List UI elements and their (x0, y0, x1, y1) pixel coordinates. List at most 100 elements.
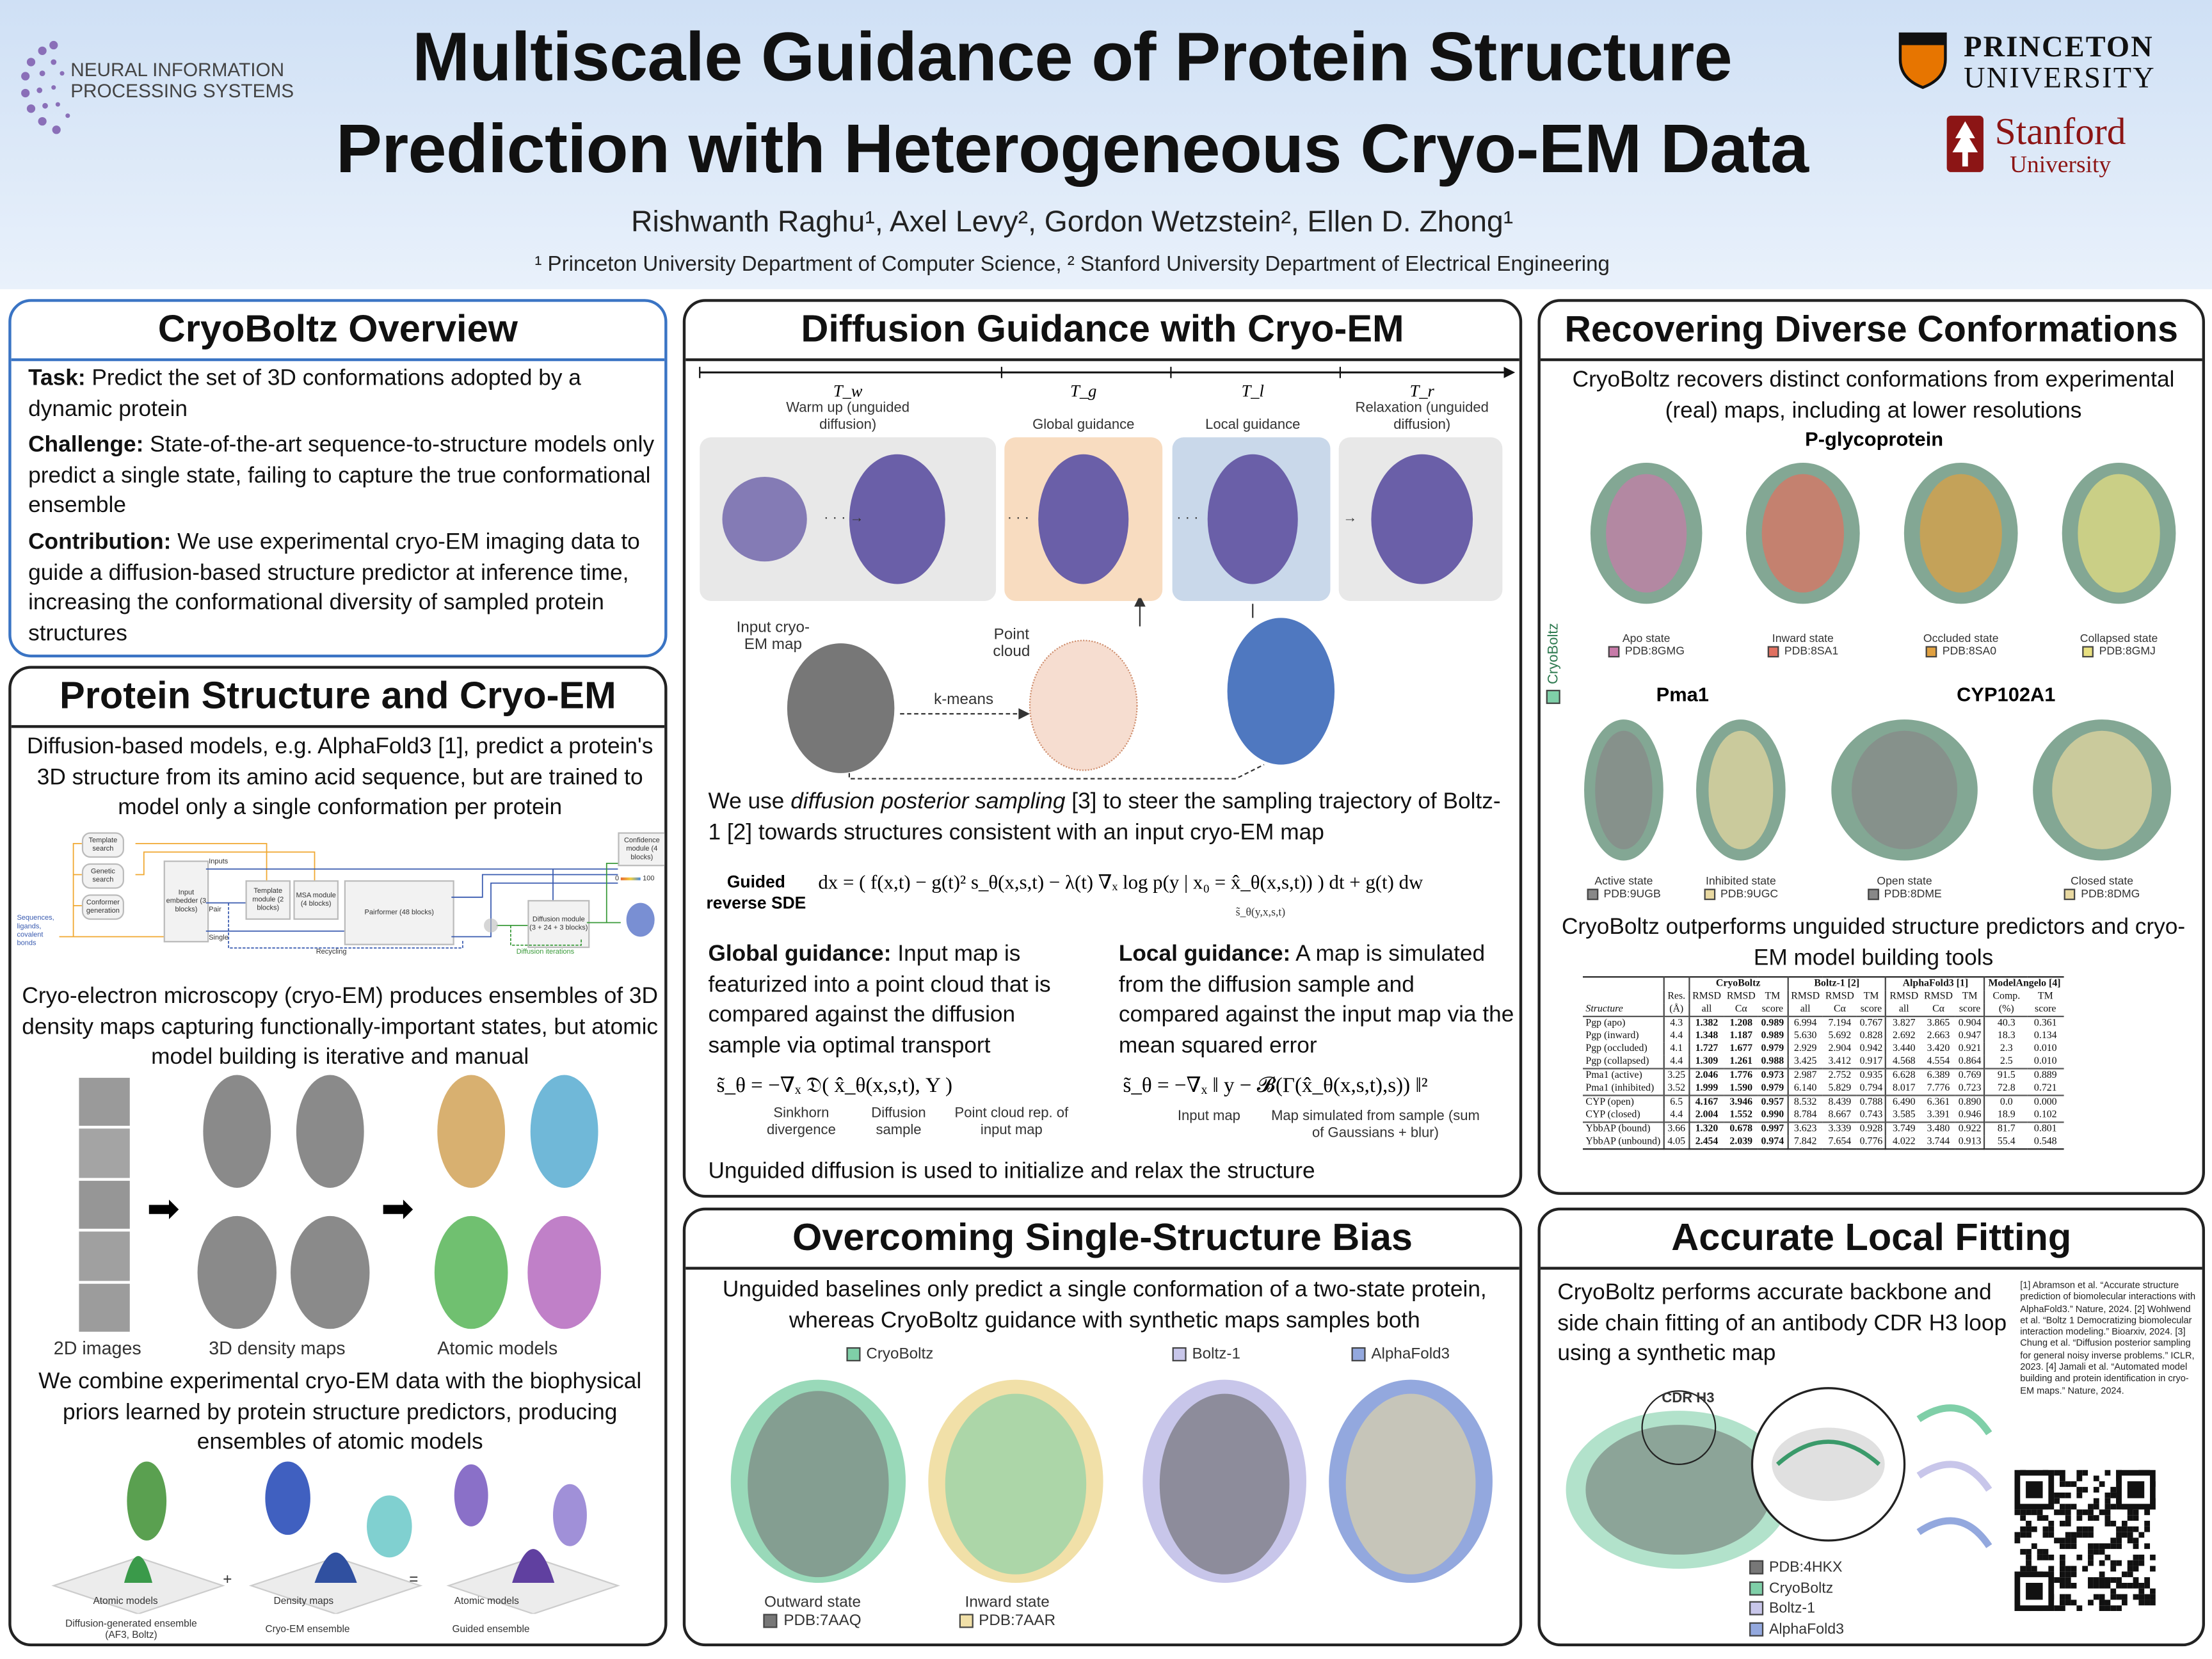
stage-local: T_l Local guidance (1174, 381, 1332, 435)
stage-relaxation: T_r Relaxation (unguided diffusion) (1337, 381, 1506, 435)
table-cell: 4.554 (1927, 1055, 1950, 1067)
column-header: (Å) (1663, 1003, 1690, 1017)
table-cell: 3.52 (1663, 1082, 1690, 1096)
table-cell: 7.842 (1787, 1135, 1823, 1150)
msa-module-box: MSA module (4 blocks) (293, 880, 339, 920)
diffusion-trajectory-structures: · · · → · · · · · · → (722, 454, 1473, 584)
pdb-id: PDB:8DME (1884, 887, 1942, 901)
density-maps-image (197, 1075, 370, 1329)
local-label: Local guidance: (1118, 942, 1291, 966)
atomic-models-image (434, 1075, 601, 1329)
ensemble-combination-figure (51, 1461, 620, 1614)
surface-label-atomic: Atomic models (93, 1597, 158, 1607)
table-cell: 0.979 (1758, 1082, 1788, 1096)
table-corner (1583, 976, 1665, 991)
stage-warmup: T_w Warm up (unguided diffusion) (728, 381, 968, 435)
table-cell: 0.828 (1857, 1029, 1887, 1043)
protein-structure-image (1903, 462, 2018, 604)
legend-item: AlphaFold3 (1749, 1619, 1844, 1639)
global-guidance-text: Global guidance: Input map is featurized… (708, 940, 1092, 1061)
table-cell: 4.05 (1663, 1135, 1690, 1150)
diffusion-footer: Unguided diffusion is used to initialize… (708, 1159, 1315, 1184)
table-cell: 8.439 (1822, 1094, 1857, 1109)
protein-para1: Diffusion-based models, e.g. AlphaFold3 … (26, 735, 653, 820)
neurips-line1: NEURAL INFORMATION (70, 59, 285, 81)
af3-inputs-label: Sequences, ligands, covalent bonds (17, 914, 54, 949)
state2-label: Inward state PDB:7AAR (922, 1594, 1091, 1631)
pdb-id: PDB:9UGB (1603, 887, 1661, 901)
table-cell: 0.010 (2033, 1055, 2057, 1067)
para-pre: We use (708, 790, 791, 814)
table-cell: 6.361 (1921, 1094, 1956, 1109)
state-name: Inward state (1772, 632, 1834, 645)
table-cell: 1.309 (1695, 1055, 1719, 1067)
state-pdb: PDB:8GMG (1569, 645, 1724, 657)
pdb-id: PDB:8SA1 (1784, 645, 1839, 658)
legend-swatch (846, 1347, 861, 1362)
conformer-generation-box: Conformer generation (81, 894, 124, 920)
table-cell: 0.864 (1955, 1055, 1986, 1069)
table-cell: 6.140 (1793, 1082, 1817, 1094)
legend-label: Boltz-1 (1192, 1345, 1240, 1363)
table-cell: 0.904 (1955, 1016, 1986, 1030)
af3-flow-arrows (59, 843, 655, 949)
qr-code-icon[interactable] (2014, 1470, 2156, 1612)
column-header: all (1800, 1003, 1811, 1014)
column-header: RMSD (1726, 990, 1756, 1002)
column-header: (%) (1998, 1003, 2014, 1014)
side-label-text: CryoBoltz (1546, 623, 1562, 684)
cyp-title: CYP102A1 (1957, 682, 2056, 706)
table-cell: 7.194 (1822, 1016, 1857, 1030)
column-header: TM (2037, 990, 2053, 1002)
poster-title-line2: Prediction with Heterogeneous Cryo-EM Da… (335, 111, 1809, 188)
table-cell: 0.947 (1955, 1029, 1986, 1043)
stage-label: Local guidance (1205, 417, 1301, 433)
state-pdb: PDB:7AAQ (783, 1612, 862, 1630)
antibody-fitting-figure (1566, 1387, 1992, 1569)
table-cell: 72.8 (1997, 1082, 2016, 1094)
table-column-header-2: Structure (Å) all Cα score all Cα score all Cα sco… (1583, 1003, 2064, 1017)
stage-label: Global guidance (1032, 417, 1135, 433)
bias-text: Unguided baselines only predict a single… (722, 1278, 1487, 1333)
table-cell: 3.946 (1724, 1094, 1759, 1109)
table-cell: 3.623 (1787, 1121, 1823, 1136)
global-label: Global guidance: (708, 942, 892, 966)
sde-underbrace-label: s̃_θ(y,x,s,t) (1235, 906, 1286, 918)
table-cell: 0.946 (1955, 1109, 1986, 1123)
table-cell: 3.391 (1927, 1109, 1950, 1121)
legend-label: Boltz-1 (1768, 1599, 1815, 1617)
legend-alphafold3: AlphaFold3 (1351, 1346, 1450, 1365)
table-cell: 1.999 (1695, 1082, 1719, 1094)
pdb-id: PDB:8SA0 (1942, 645, 1997, 658)
diffusion-guidance-panel: Diffusion Guidance with Cryo-EM T_w Warm … (682, 299, 1523, 1198)
table-cell: 0.548 (2027, 1135, 2064, 1150)
state-name: Open state (1877, 874, 1932, 888)
arrow-right-icon: ➡ (381, 1186, 414, 1230)
title-divider (685, 1267, 1519, 1270)
table-group-label: CryoBoltz (1688, 976, 1788, 991)
table-cell: 0.010 (2033, 1042, 2057, 1054)
column-header: RMSD (1692, 990, 1722, 1002)
task-label: Task: (28, 367, 86, 391)
table-cell: 0.957 (1758, 1094, 1788, 1109)
column-header: Cα (1932, 1003, 1944, 1014)
table-row: YbbAP (bound) 3.66 1.320 0.678 0.997 3.623 3.3… (1583, 1121, 2064, 1136)
table-cell: 5.692 (1828, 1029, 1852, 1041)
table-cell: 2.046 (1688, 1068, 1724, 1082)
table-cell: 1.187 (1729, 1029, 1753, 1041)
protein-structure-panel: Protein Structure and Cryo-EM Diffusion-… (8, 666, 668, 1647)
pgp-state: Inward state PDB:8SA1 (1724, 451, 1882, 663)
table-row: CYP (open) 6.5 4.167 3.946 0.957 8.532 8.439 0.… (1583, 1094, 2064, 1109)
label-atomic-models: Atomic models (437, 1337, 558, 1359)
stage-symbol: T_w (833, 381, 863, 401)
table-cell: 0.990 (1758, 1109, 1788, 1123)
table-cell: 5.829 (1828, 1082, 1852, 1094)
table-cell: 3.420 (1927, 1042, 1950, 1054)
state-name: Apo state (1622, 632, 1671, 645)
pgp-structures: Apo state PDB:8GMG Inward state PDB:8SA1 Occ… (1569, 451, 2202, 663)
pdb-id: PDB:8GMJ (2099, 645, 2156, 658)
column-header: TM (1758, 990, 1788, 1004)
column-header: score (1955, 1003, 1986, 1017)
column-header: score (2035, 1003, 2056, 1014)
protein-structure-image (1590, 462, 1703, 604)
